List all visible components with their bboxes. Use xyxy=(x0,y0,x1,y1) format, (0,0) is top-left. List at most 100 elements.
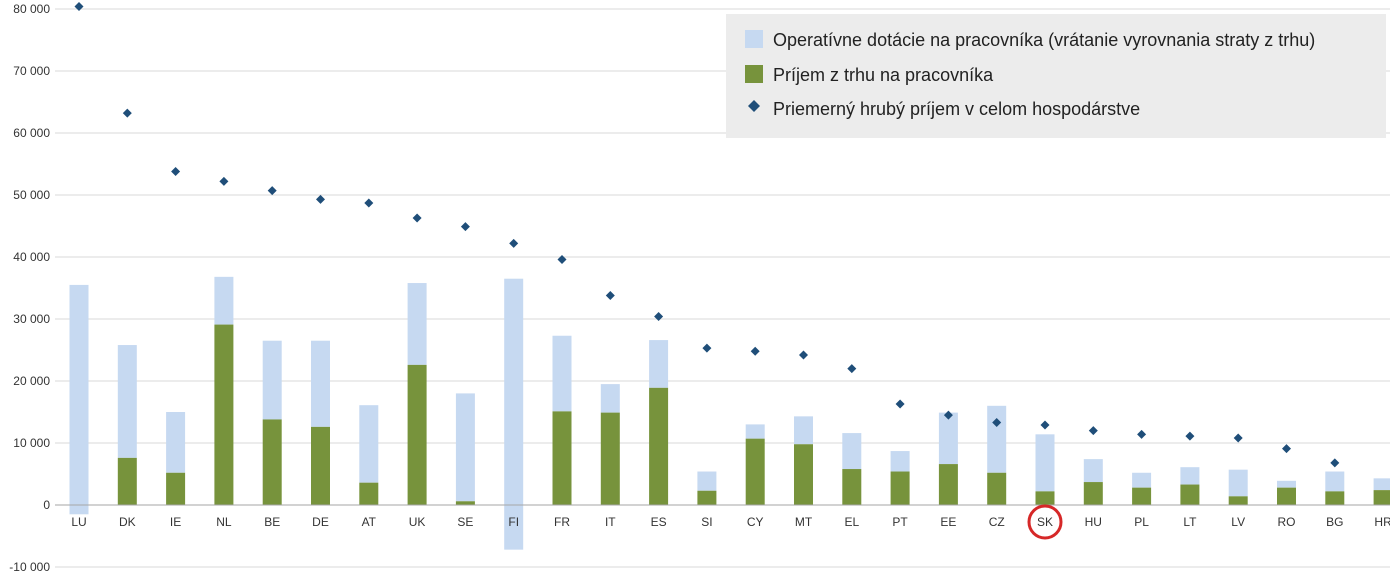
y-tick-label: 80 000 xyxy=(13,2,50,16)
bar-market-income-hr xyxy=(1373,490,1390,505)
bar-market-income-fr xyxy=(552,411,572,505)
bar-market-income-si xyxy=(697,490,717,505)
legend-label-average-income: Priemerný hrubý príjem v celom hospodárs… xyxy=(773,99,1140,119)
x-tick-label-hu: HU xyxy=(1085,515,1102,529)
y-tick-label: 50 000 xyxy=(13,188,50,202)
bar-subsidies-lu xyxy=(69,284,89,505)
bar-subsidies-sk xyxy=(1035,434,1055,492)
x-tick-label-si: SI xyxy=(701,515,712,529)
bar-market-income-fi xyxy=(504,505,524,550)
marker-average-income-si xyxy=(702,343,712,353)
marker-average-income-dk xyxy=(122,108,132,118)
bar-subsidies-ee xyxy=(938,412,958,465)
bar-subsidies-hr xyxy=(1373,478,1390,491)
bar-market-income-lt xyxy=(1180,484,1200,505)
marker-average-income-pt xyxy=(895,399,905,409)
marker-average-income-es xyxy=(654,312,664,322)
x-tick-label-be: BE xyxy=(264,515,280,529)
bar-market-income-hu xyxy=(1083,482,1103,505)
marker-layer xyxy=(74,2,1340,468)
bar-market-income-mt xyxy=(794,444,813,505)
legend-swatch-subsidies xyxy=(745,30,763,48)
x-tick-label-cz: CZ xyxy=(989,515,1005,529)
bar-subsidies-pt xyxy=(890,451,910,472)
x-tick-label-se: SE xyxy=(457,515,473,529)
marker-average-income-at xyxy=(364,198,374,208)
bar-subsidies-cz xyxy=(987,405,1007,473)
marker-average-income-ie xyxy=(171,166,181,176)
bar-market-income-lv xyxy=(1228,496,1248,505)
x-tick-label-at: AT xyxy=(362,515,377,529)
marker-average-income-be xyxy=(267,186,277,196)
x-tick-label-dk: DK xyxy=(119,515,136,529)
marker-average-income-lv xyxy=(1233,433,1243,443)
bar-subsidies-bg xyxy=(1325,471,1345,492)
marker-average-income-fi xyxy=(509,238,519,248)
y-tick-label: 20 000 xyxy=(13,374,50,388)
bar-market-income-pl xyxy=(1132,487,1152,505)
bar-market-income-nl xyxy=(214,324,234,505)
x-tick-label-de: DE xyxy=(312,515,329,529)
y-tick-label: 30 000 xyxy=(13,312,50,326)
bar-subsidies-uk xyxy=(407,283,427,365)
bar-subsidies-at xyxy=(359,405,379,483)
y-tick-label: 0 xyxy=(43,498,50,512)
x-tick-label-nl: NL xyxy=(216,515,232,529)
marker-average-income-pl xyxy=(1137,429,1147,439)
marker-average-income-nl xyxy=(219,176,229,186)
bar-subsidies-it xyxy=(600,384,620,413)
bar-subsidies-be xyxy=(262,340,282,420)
bar-subsidies-fi xyxy=(504,278,524,505)
marker-average-income-ro xyxy=(1282,444,1291,454)
bar-subsidies-de xyxy=(311,340,330,427)
x-tick-label-es: ES xyxy=(651,515,667,529)
bar-market-income-pt xyxy=(890,471,910,505)
x-tick-label-lv: LV xyxy=(1231,515,1245,529)
x-tick-label-mt: MT xyxy=(795,515,813,529)
y-tick-label: 60 000 xyxy=(13,126,50,140)
x-tick-label-fi: FI xyxy=(508,515,519,529)
x-tick-label-cy: CY xyxy=(747,515,764,529)
bar-market-income-es xyxy=(649,387,669,505)
y-tick-label: 10 000 xyxy=(13,436,50,450)
marker-average-income-cy xyxy=(750,346,760,356)
bar-market-income-cy xyxy=(745,438,765,505)
x-tick-label-pl: PL xyxy=(1134,515,1149,529)
bar-market-income-it xyxy=(600,412,620,505)
y-tick-label: 70 000 xyxy=(13,64,50,78)
x-tick-label-lt: LT xyxy=(1183,515,1197,529)
x-tick-label-bg: BG xyxy=(1326,515,1343,529)
bar-market-income-de xyxy=(311,426,330,505)
bar-subsidies-pl xyxy=(1132,472,1152,488)
bar-market-income-el xyxy=(842,469,862,505)
bar-subsidies-nl xyxy=(214,276,234,325)
bar-market-income-uk xyxy=(407,364,427,505)
bar-market-income-dk xyxy=(117,457,137,505)
marker-average-income-sk xyxy=(1040,420,1050,430)
bar-market-income-be xyxy=(262,419,282,505)
bar-subsidies-si xyxy=(697,471,717,491)
x-tick-label-pt: PT xyxy=(892,515,908,529)
marker-average-income-lu xyxy=(74,2,84,12)
bar-subsidies-fr xyxy=(552,335,572,412)
marker-average-income-de xyxy=(316,194,325,204)
y-tick-label: -10 000 xyxy=(9,560,50,574)
marker-average-income-it xyxy=(605,290,615,300)
bar-market-income-se xyxy=(455,501,475,505)
x-tick-label-fr: FR xyxy=(554,515,570,529)
bar-market-income-cz xyxy=(987,472,1007,505)
y-tick-label: 40 000 xyxy=(13,250,50,264)
highlight-layer xyxy=(1027,504,1063,540)
legend-background xyxy=(726,14,1386,138)
bar-subsidies-ro xyxy=(1277,480,1296,488)
x-tick-label-sk: SK xyxy=(1037,515,1053,529)
x-axis: LU DK IE NL BE DE AT UK SE FI FR IT ES SI CY MT EL PT EE CZ… xyxy=(71,515,1390,529)
marker-average-income-hu xyxy=(1088,426,1098,436)
legend: Operatívne dotácie na pracovníka (vrátan… xyxy=(726,14,1386,138)
x-tick-label-it: IT xyxy=(605,515,616,529)
legend-label-subsidies: Operatívne dotácie na pracovníka (vrátan… xyxy=(773,30,1315,50)
bar-market-income-at xyxy=(359,482,379,505)
bar-layer xyxy=(69,276,1390,550)
